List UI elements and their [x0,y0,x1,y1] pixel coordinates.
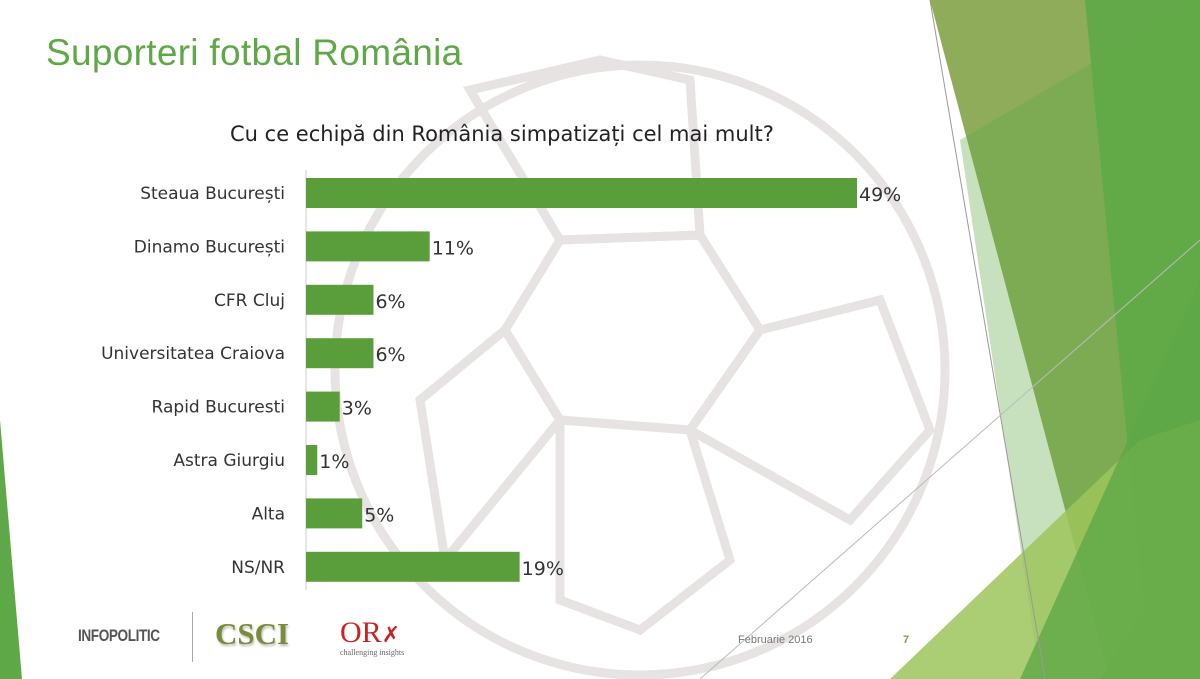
csci-logo: CSCI [215,616,290,651]
chart-title: Cu ce echipă din România simpatizați cel… [230,122,774,146]
logo-divider [192,612,193,662]
data-label: 1% [319,451,349,473]
category-label: Steaua București [140,184,285,204]
category-label: Astra Giurgiu [173,451,285,471]
category-label: CFR Cluj [214,291,285,311]
category-label: Alta [252,504,285,524]
bar [306,338,374,369]
category-label: Rapid Bucuresti [152,398,285,418]
soccer-ball-watermark [330,55,950,679]
bar [306,178,857,208]
data-label: 3% [342,398,372,420]
bar [306,391,340,422]
data-label: 6% [375,291,405,313]
category-label: Universitatea Craiova [101,344,285,364]
bar [306,551,520,582]
page-number: 7 [903,634,910,646]
slide-title: Suporteri fotbal România [46,32,463,73]
data-label: 6% [375,344,405,366]
bar [306,284,374,315]
data-label: 49% [859,184,901,206]
data-label: 19% [522,558,564,580]
category-label: NS/NR [231,558,285,578]
bar [306,231,430,262]
infopolitic-logo: INFOPOLITIC [78,626,160,645]
bar [306,445,318,475]
data-label: 5% [364,504,394,526]
category-label: Dinamo București [134,237,285,257]
orx-logo: OR✗ [340,616,401,649]
left-green-shape [0,420,22,679]
slide-date: Februarie 2016 [738,634,813,646]
orx-tagline: challenging insights [340,648,405,657]
bar [306,498,363,529]
data-label: 11% [432,237,474,259]
